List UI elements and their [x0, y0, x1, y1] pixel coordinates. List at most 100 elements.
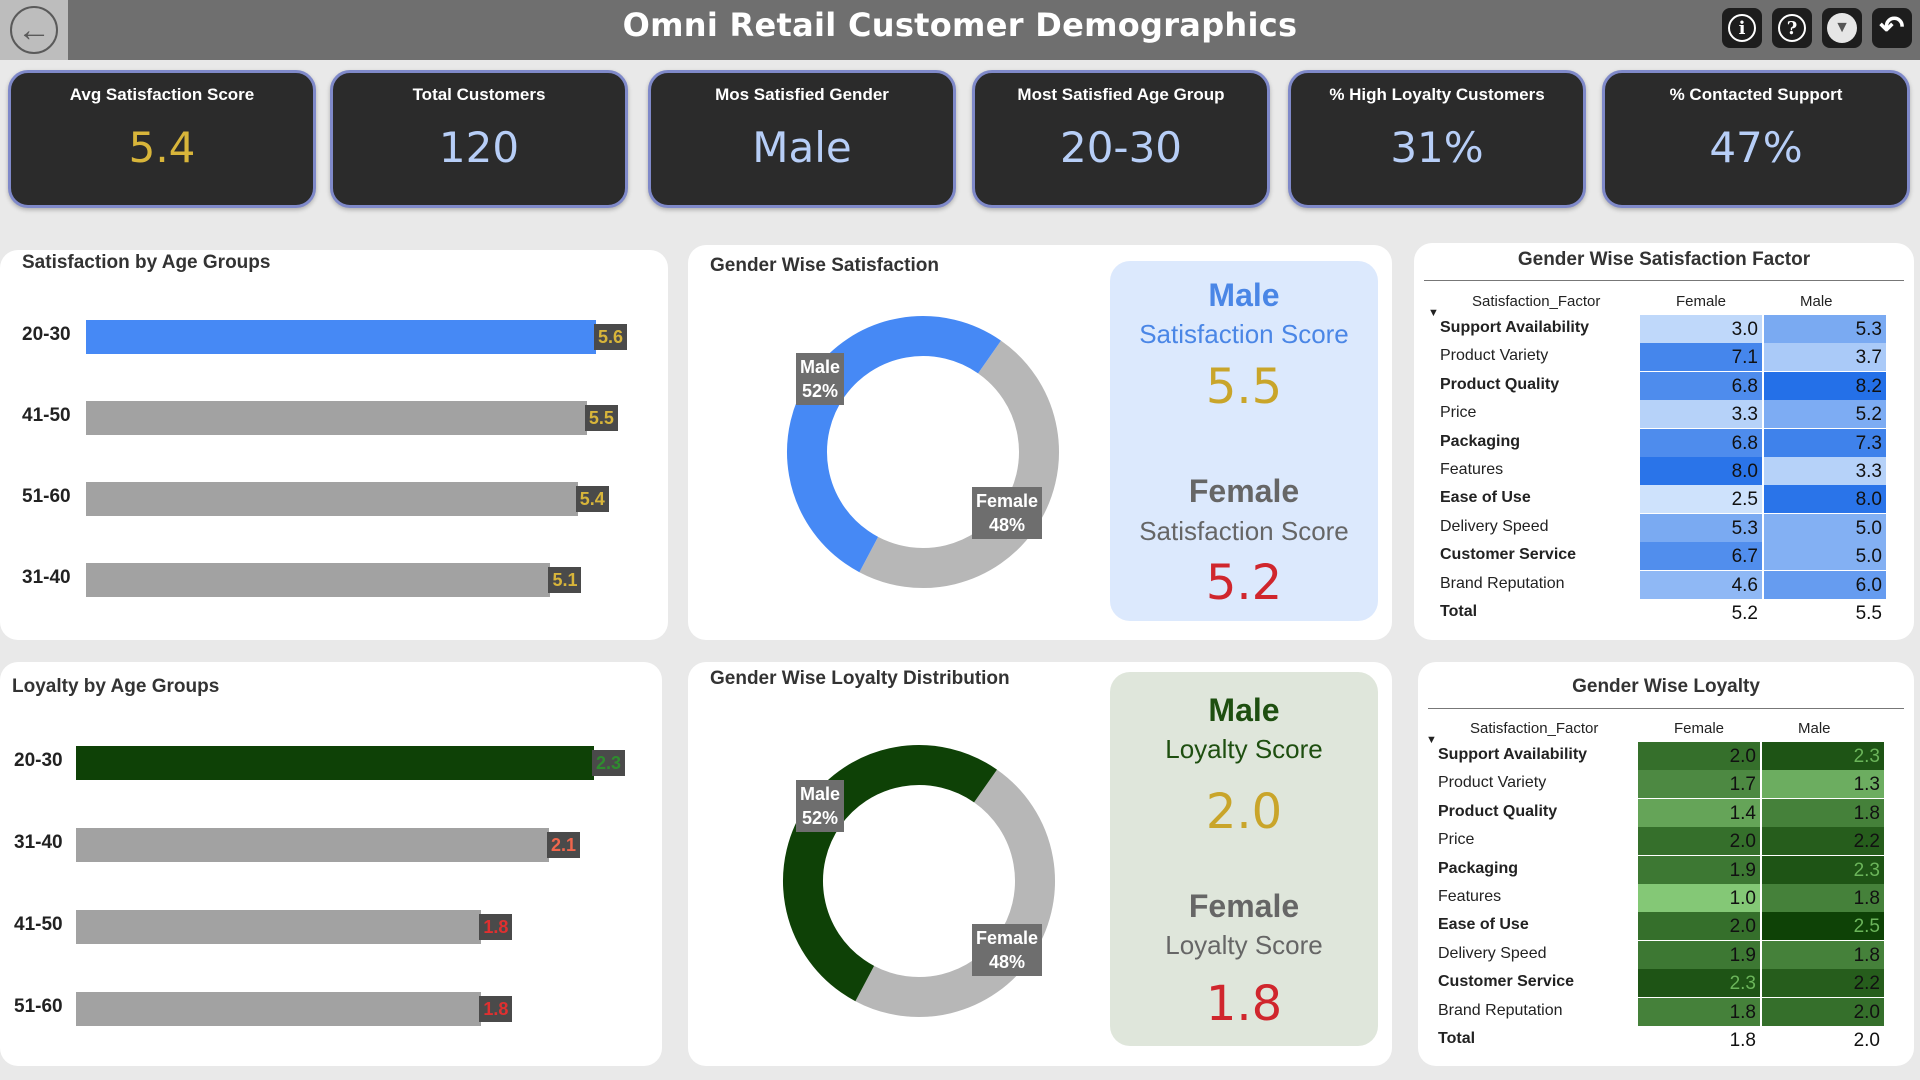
column-header-female[interactable]: Female — [1676, 293, 1727, 310]
cell-male: 1.8 — [1762, 940, 1884, 969]
bar-category-label: 41-50 — [14, 914, 63, 935]
info-button[interactable]: i — [1722, 8, 1762, 48]
cell-female: 1.9 — [1638, 855, 1760, 884]
kpi-label: Total Customers — [412, 85, 546, 104]
cell-male: 3.3 — [1764, 457, 1886, 485]
table-row[interactable]: Product Variety 7.1 3.7 — [1426, 343, 1902, 372]
kpi-most-satisfied-gender: Mos Satisfied Gender Male — [648, 70, 956, 208]
column-header-factor[interactable]: Satisfaction_Factor — [1470, 720, 1599, 737]
table-row[interactable]: Features 8.0 3.3 — [1426, 457, 1902, 485]
row-label: Features — [1440, 461, 1504, 478]
kpi-value: 47% — [1709, 123, 1803, 172]
table-row[interactable]: Product Quality 1.4 1.8 — [1424, 798, 1900, 827]
column-header-male[interactable]: Male — [1800, 293, 1833, 310]
bar-row[interactable]: 20-30 5.6 — [0, 320, 628, 354]
kpi-value: Male — [752, 123, 852, 172]
bar-data-label: 1.8 — [479, 914, 513, 940]
bar[interactable] — [76, 910, 482, 944]
back-button[interactable]: ← — [0, 0, 68, 60]
bar[interactable] — [76, 828, 549, 862]
cell-female: 1.4 — [1638, 798, 1760, 827]
kpi-label: % Contacted Support — [1669, 85, 1843, 104]
table-row[interactable]: Ease of Use 2.5 8.0 — [1426, 485, 1902, 514]
table-row[interactable]: Ease of Use 2.0 2.5 — [1424, 912, 1900, 941]
filter-button[interactable]: ▼ — [1822, 8, 1862, 48]
table-row[interactable]: Product Variety 1.7 1.3 — [1424, 770, 1900, 799]
cell-female: 6.8 — [1640, 371, 1762, 400]
satisfaction-factor-panel: Gender Wise Satisfaction Factor ▼ Satisf… — [1414, 243, 1914, 640]
cell-female: 8.0 — [1640, 457, 1762, 485]
cell-male: 1.8 — [1762, 798, 1884, 827]
panel-title: Satisfaction by Age Groups — [22, 252, 271, 273]
male-score: 5.5 — [1205, 359, 1283, 415]
row-label: Support Availability — [1438, 746, 1588, 763]
donut-label-male: Male 52% — [796, 780, 845, 832]
bar[interactable] — [76, 992, 482, 1026]
kpi-total-customers: Total Customers 120 — [330, 70, 628, 208]
bar-row[interactable]: 20-30 2.3 — [0, 746, 626, 780]
row-label: Customer Service — [1438, 973, 1575, 991]
female-subtitle: Satisfaction Score — [1139, 516, 1349, 546]
table-row[interactable]: Packaging 1.9 2.3 — [1424, 855, 1900, 884]
bar-category-label: 51-60 — [14, 996, 63, 1017]
table-row[interactable]: Support Availability 3.0 5.3 — [1426, 315, 1902, 343]
row-label: Ease of Use — [1438, 916, 1529, 934]
table-row[interactable]: Delivery Speed 1.9 1.8 — [1424, 940, 1900, 969]
bar-data-label: 2.3 — [592, 750, 626, 776]
table-row[interactable]: Packaging 6.8 7.3 — [1426, 428, 1902, 457]
loyalty-by-age-panel: Loyalty by Age Groups 20-30 2.3 31-40 2.1 41… — [0, 662, 662, 1066]
column-header-male[interactable]: Male — [1798, 720, 1831, 737]
help-icon: ? — [1778, 14, 1806, 42]
kpi-label: Mos Satisfied Gender — [715, 85, 889, 104]
help-button[interactable]: ? — [1772, 8, 1812, 48]
bar-row[interactable]: 41-50 5.5 — [0, 401, 618, 435]
bar[interactable] — [86, 563, 551, 597]
bar-row[interactable]: 31-40 5.1 — [0, 563, 600, 597]
table-row[interactable]: Product Quality 6.8 8.2 — [1426, 371, 1902, 400]
bar-row[interactable]: 51-60 5.4 — [0, 482, 609, 516]
row-label: Price — [1440, 404, 1477, 422]
panel-title: Gender Wise Loyalty Distribution — [710, 668, 1010, 689]
kpi-value: 20-30 — [1059, 123, 1183, 172]
column-header-female[interactable]: Female — [1674, 720, 1725, 737]
table-row[interactable]: Price 3.3 5.2 — [1426, 400, 1902, 429]
table-row[interactable]: Price 2.0 2.2 — [1424, 827, 1900, 856]
bar-row[interactable]: 31-40 2.1 — [0, 828, 600, 862]
row-label: Total — [1440, 603, 1478, 620]
bar-data-label: 1.8 — [479, 996, 513, 1022]
bar-data-label: 5.4 — [575, 486, 609, 512]
bar[interactable] — [86, 401, 587, 435]
gender-satisfaction-donut — [787, 316, 1059, 588]
row-label: Product Variety — [1440, 347, 1549, 365]
table-row[interactable]: Customer Service 6.7 5.0 — [1426, 542, 1902, 571]
table-row[interactable]: Customer Service 2.3 2.2 — [1424, 969, 1900, 998]
bar-row[interactable]: 41-50 1.8 — [0, 910, 600, 944]
sort-icon[interactable]: ▼ — [1426, 734, 1437, 746]
table-row[interactable]: Delivery Speed 5.3 5.0 — [1426, 513, 1902, 542]
sort-icon[interactable]: ▼ — [1428, 307, 1439, 319]
table-total-row[interactable]: Total 5.2 5.5 — [1426, 599, 1902, 627]
satisfaction-factor-matrix: ▼ Satisfaction_Factor Female Male Suppor… — [1426, 291, 1902, 631]
cell-female: 3.0 — [1640, 315, 1762, 343]
female-score: 1.8 — [1205, 976, 1283, 1032]
bar[interactable] — [86, 482, 578, 516]
page-title: Omni Retail Customer Demographics — [622, 6, 1298, 44]
reset-button[interactable]: ↶ — [1872, 8, 1912, 48]
cell-male: 6.0 — [1764, 570, 1886, 599]
table-row[interactable]: Support Availability 2.0 2.3 — [1424, 742, 1900, 770]
kpi-contacted-support: % Contacted Support 47% — [1602, 70, 1910, 208]
header-actions: i ? ▼ ↶ — [1722, 8, 1912, 48]
row-label: Delivery Speed — [1438, 944, 1547, 962]
bar-row[interactable]: 51-60 1.8 — [0, 992, 600, 1026]
column-header-factor[interactable]: Satisfaction_Factor — [1472, 293, 1601, 310]
female-score: 5.2 — [1205, 555, 1283, 611]
table-row[interactable]: Brand Reputation 1.8 2.0 — [1424, 997, 1900, 1026]
table-total-row[interactable]: Total 1.8 2.0 — [1424, 1026, 1900, 1054]
table-row[interactable]: Brand Reputation 4.6 6.0 — [1426, 570, 1902, 599]
table-row[interactable]: Features 1.0 1.8 — [1424, 884, 1900, 912]
bar[interactable] — [76, 746, 594, 780]
cell-male: 5.0 — [1764, 542, 1886, 571]
panel-title: Gender Wise Loyalty — [1572, 676, 1760, 697]
bar[interactable] — [86, 320, 596, 354]
cell-male: 8.0 — [1764, 485, 1886, 514]
